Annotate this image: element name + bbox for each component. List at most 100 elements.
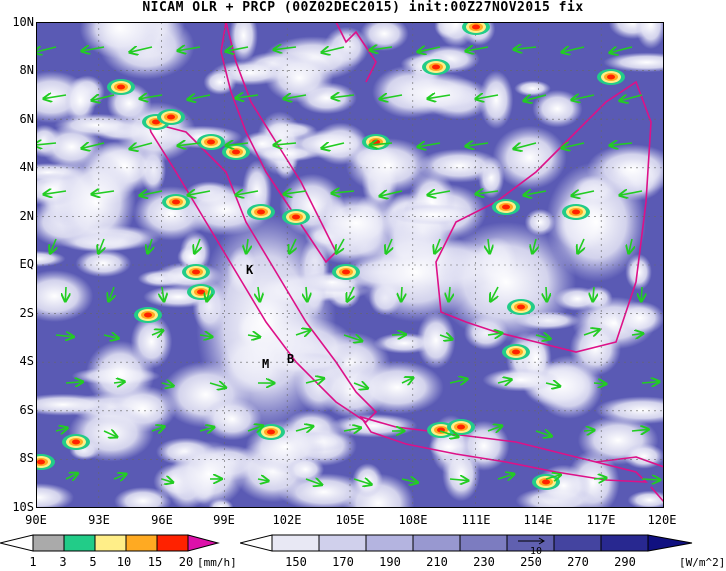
- precip-cell: [532, 474, 560, 490]
- wind-vector: [305, 379, 324, 384]
- wind-vector: [36, 143, 57, 145]
- wind-vector: [578, 238, 584, 253]
- sumatra-coast: [146, 120, 378, 424]
- wind-vector: [449, 479, 468, 481]
- thailand-coast: [335, 22, 377, 83]
- wind-vector: [140, 191, 163, 196]
- wind-vector: [103, 431, 117, 437]
- precip-cell: [107, 79, 135, 95]
- wind-vector: [36, 47, 57, 52]
- lon-label: 114E: [523, 513, 553, 527]
- lat-label: 8N: [19, 63, 34, 77]
- eastern-islands: [595, 456, 664, 503]
- prcp-tick: 3: [59, 555, 67, 569]
- cloud-patch: [627, 490, 664, 508]
- wind-vector: [629, 238, 632, 253]
- wind-vector: [284, 191, 307, 194]
- cloud-patch: [36, 483, 74, 508]
- precip-core: [197, 289, 205, 295]
- wind-vector: [593, 383, 606, 384]
- wind-vector: [428, 95, 451, 99]
- wind-vector: [55, 335, 73, 337]
- lon-label: 90E: [25, 513, 47, 527]
- olr-bar-segment: [271, 534, 320, 552]
- precip-core: [542, 479, 550, 485]
- lon-label: 120E: [647, 513, 677, 527]
- wind-vector: [535, 431, 551, 436]
- wind-vector: [532, 238, 536, 253]
- olr-bar-segment: [600, 534, 649, 552]
- wind-vector: [148, 238, 152, 253]
- wind-vector: [295, 330, 310, 335]
- precip-core: [192, 269, 200, 275]
- precip-core: [572, 209, 580, 215]
- cloud-patch: [546, 162, 646, 282]
- wind-vector: [439, 335, 452, 339]
- precip-core: [607, 74, 615, 80]
- cloud-patch: [75, 249, 132, 278]
- wind-vector: [535, 335, 550, 339]
- wind-vector: [583, 430, 594, 431]
- wind-vector: [370, 143, 393, 145]
- precip-core: [432, 64, 440, 70]
- olr-bar-segment: [553, 534, 602, 552]
- wind-vector: [391, 335, 405, 336]
- lat-label: 2N: [19, 209, 34, 223]
- wind-vector: [82, 47, 105, 51]
- precip-cell: [422, 59, 450, 75]
- wind-vector: [487, 333, 502, 335]
- chart-title: NICAM OLR + PRCP (00Z02DEC2015) init:00Z…: [142, 0, 584, 15]
- lat-label: 4N: [19, 160, 34, 174]
- cloud-patch: [229, 22, 258, 63]
- olr-tick: 210: [426, 555, 448, 569]
- precip-core: [517, 304, 525, 310]
- cloud-patch: [251, 145, 321, 162]
- cloud-patch: [360, 22, 409, 51]
- precip-core: [257, 209, 265, 215]
- precip-cell: [134, 307, 162, 323]
- wind-vector: [161, 479, 173, 482]
- wind-vectors: [36, 47, 660, 485]
- wind-vector: [140, 95, 163, 99]
- olr-colorbar: [240, 534, 693, 552]
- wind-vector: [188, 95, 211, 100]
- wind-vector: [103, 335, 118, 338]
- cloud-patch: [514, 80, 551, 97]
- precip-cell: [197, 134, 225, 150]
- wind-vector: [247, 335, 260, 337]
- olr-tick: 190: [379, 555, 401, 569]
- precip-core: [144, 312, 152, 318]
- wind-vector: [151, 331, 163, 336]
- cloud-patch: [389, 204, 478, 226]
- wind-vector: [209, 383, 226, 388]
- lon-label: 108E: [398, 513, 428, 527]
- wind-vector: [524, 191, 547, 195]
- wind-vector: [207, 286, 210, 301]
- precip-cell: [36, 454, 55, 470]
- prcp-unit: [mm/h]: [197, 556, 237, 569]
- olr-tick: 230: [473, 555, 495, 569]
- precip-core: [72, 439, 80, 445]
- cloud-patch: [203, 69, 237, 95]
- lat-label: 4S: [19, 354, 34, 368]
- wind-vector: [99, 238, 105, 253]
- precip-core: [37, 459, 45, 465]
- lon-label: 117E: [586, 513, 616, 527]
- wind-vector: [247, 426, 263, 431]
- precip-cell: [222, 144, 250, 160]
- wind-vector: [226, 143, 249, 146]
- precip-cell: [282, 209, 310, 225]
- wind-vector: [65, 473, 78, 479]
- cloud-patch: [532, 89, 583, 128]
- cloud-patch: [436, 222, 576, 342]
- wind-vector: [289, 238, 296, 253]
- precip-core: [472, 24, 480, 30]
- cloud-patch: [479, 70, 514, 130]
- olr-bar-arrow-right: [647, 534, 693, 552]
- wind-vector: [236, 191, 259, 195]
- wind-vector: [401, 479, 417, 483]
- wind-vector: [332, 95, 355, 98]
- wind-vector: [418, 143, 441, 147]
- wind-vector: [370, 47, 393, 50]
- wind-vector: [199, 335, 212, 337]
